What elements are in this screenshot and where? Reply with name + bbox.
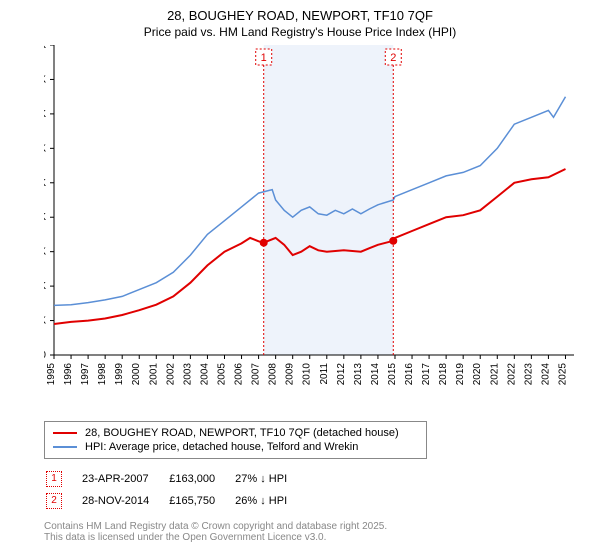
chart-container: 28, BOUGHEY ROAD, NEWPORT, TF10 7QF Pric… (0, 0, 600, 560)
footer-line-1: Contains HM Land Registry data © Crown c… (44, 521, 600, 532)
sale-delta: 27% ↓ HPI (235, 469, 305, 489)
x-tick-label: 2016 (404, 363, 415, 385)
marker-number: 1 (261, 52, 267, 64)
y-tick-label: £0 (44, 350, 46, 361)
legend-swatch (53, 446, 77, 448)
x-tick-label: 2010 (302, 363, 313, 385)
legend-label: HPI: Average price, detached house, Telf… (85, 441, 358, 453)
x-tick-label: 2024 (540, 363, 551, 385)
y-tick-label: £200K (44, 212, 46, 223)
y-tick-label: £300K (44, 143, 46, 154)
legend-row: HPI: Average price, detached house, Telf… (53, 440, 418, 454)
sale-marker-icon: 1 (46, 471, 62, 487)
y-tick-label: £150K (44, 247, 46, 258)
sales-table: 1 23-APR-2007£163,00027% ↓ HPI 2 28-NOV-201… (44, 467, 307, 513)
x-tick-label: 2003 (182, 363, 193, 385)
x-tick-label: 2008 (268, 363, 279, 385)
x-tick-label: 2015 (387, 363, 398, 385)
x-tick-label: 1998 (97, 363, 108, 385)
sale-row: 1 23-APR-2007£163,00027% ↓ HPI (46, 469, 305, 489)
y-tick-label: £100K (44, 281, 46, 292)
sale-row: 2 28-NOV-2014£165,75026% ↓ HPI (46, 491, 305, 511)
chart-plot: £0 £50K £100K £150K £200K £250K £300K £350K £400… (44, 45, 584, 385)
marker-number: 2 (390, 52, 396, 64)
x-tick-label: 2006 (234, 363, 245, 385)
x-tick-label: 1995 (46, 363, 57, 385)
legend-swatch (53, 432, 77, 434)
x-tick-label: 2019 (455, 363, 466, 385)
sale-marker-icon: 2 (46, 493, 62, 509)
sale-delta: 26% ↓ HPI (235, 491, 305, 511)
x-tick-label: 2012 (336, 363, 347, 385)
chart-title: 28, BOUGHEY ROAD, NEWPORT, TF10 7QF (0, 0, 600, 23)
sale-date: 28-NOV-2014 (82, 491, 167, 511)
legend: 28, BOUGHEY ROAD, NEWPORT, TF10 7QF (det… (44, 421, 427, 459)
x-tick-label: 2011 (319, 363, 330, 385)
x-tick-label: 2001 (148, 363, 159, 385)
x-tick-label: 2022 (506, 363, 517, 385)
x-tick-label: 2007 (251, 363, 262, 385)
footer: Contains HM Land Registry data © Crown c… (44, 521, 600, 543)
x-tick-label: 2014 (370, 363, 381, 385)
y-tick-label: £50K (44, 316, 46, 327)
x-tick-label: 2005 (216, 363, 227, 385)
y-tick-label: £400K (44, 74, 46, 85)
y-tick-label: £250K (44, 178, 46, 189)
marker-dot (260, 239, 268, 247)
x-tick-label: 2025 (557, 363, 568, 385)
x-tick-label: 2009 (285, 363, 296, 385)
footer-line-2: This data is licensed under the Open Gov… (44, 532, 600, 543)
x-tick-label: 1997 (80, 363, 91, 385)
x-tick-label: 2000 (131, 363, 142, 385)
y-tick-label: £450K (44, 45, 46, 51)
x-tick-label: 2013 (353, 363, 364, 385)
x-tick-label: 2004 (199, 363, 210, 385)
x-tick-label: 1999 (114, 363, 125, 385)
x-tick-label: 2017 (421, 363, 432, 385)
marker-dot (389, 237, 397, 245)
legend-label: 28, BOUGHEY ROAD, NEWPORT, TF10 7QF (det… (85, 427, 399, 439)
x-tick-label: 2023 (523, 363, 534, 385)
chart-subtitle: Price paid vs. HM Land Registry's House … (0, 23, 600, 39)
sale-date: 23-APR-2007 (82, 469, 167, 489)
legend-row: 28, BOUGHEY ROAD, NEWPORT, TF10 7QF (det… (53, 426, 418, 440)
x-tick-label: 2020 (472, 363, 483, 385)
sale-price: £165,750 (169, 491, 233, 511)
y-tick-label: £350K (44, 109, 46, 120)
x-tick-label: 1996 (63, 363, 74, 385)
shaded-band (264, 45, 394, 355)
sale-price: £163,000 (169, 469, 233, 489)
x-tick-label: 2002 (165, 363, 176, 385)
x-tick-label: 2018 (438, 363, 449, 385)
x-tick-label: 2021 (489, 363, 500, 385)
